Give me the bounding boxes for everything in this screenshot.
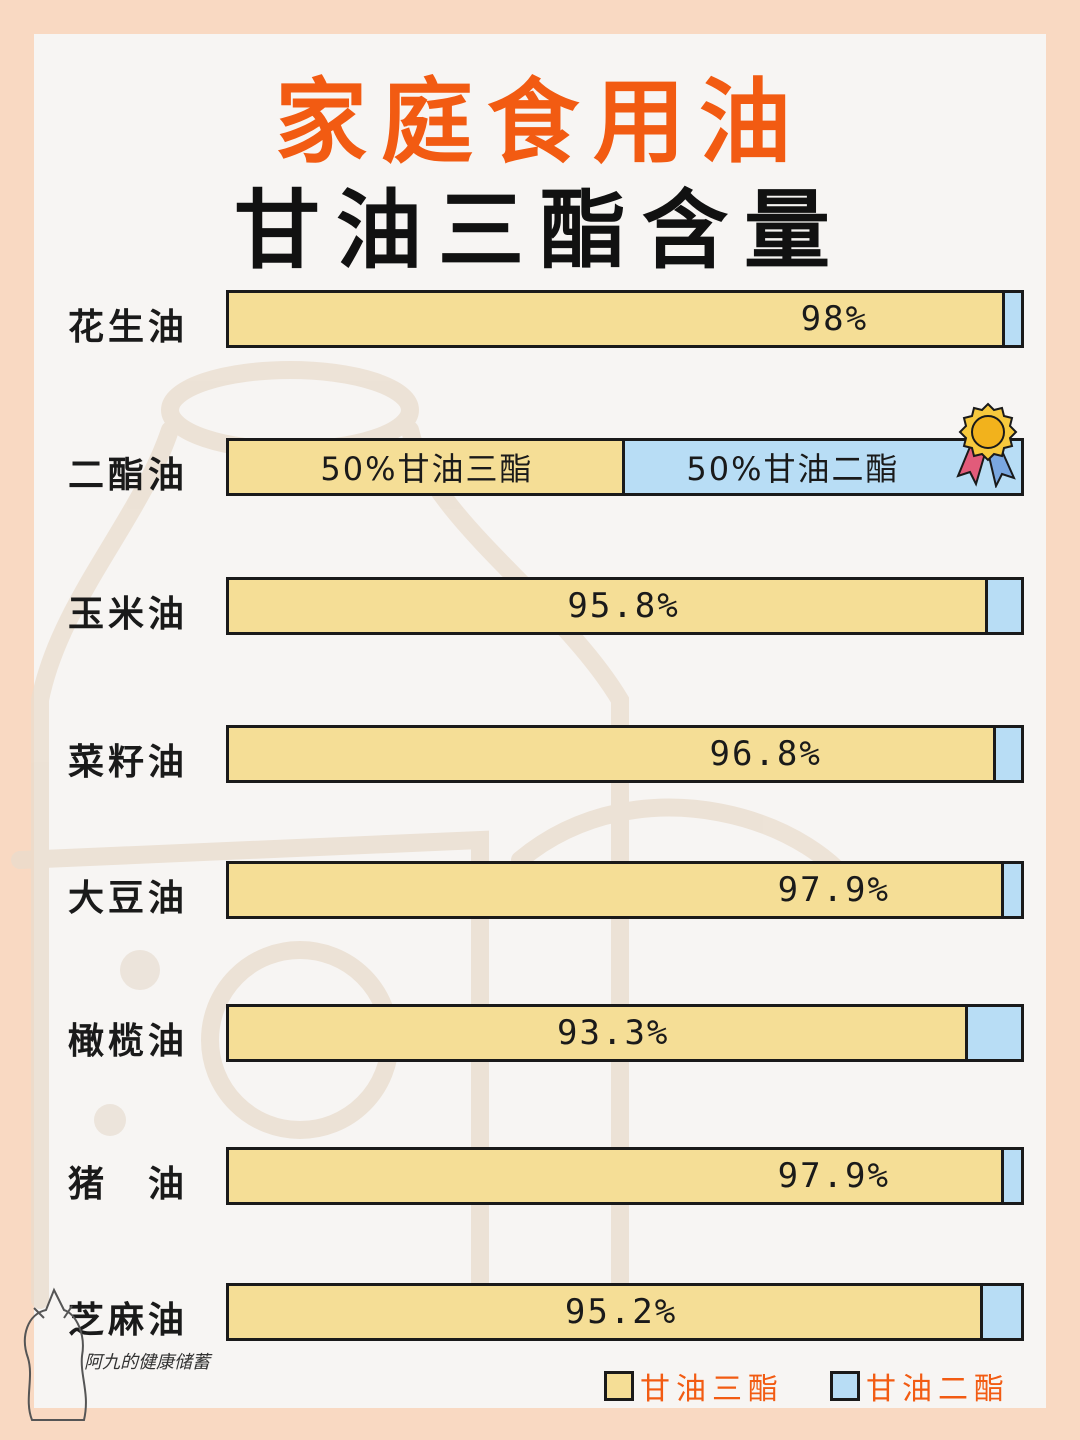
legend-label-triglyceride: 甘油三酯 — [640, 1372, 784, 1407]
category-label: 大豆油 — [68, 878, 189, 919]
bar-segment-triglyceride — [229, 1007, 968, 1059]
data-label: 95.2% — [564, 1292, 678, 1332]
bar-segment-diglyceride — [968, 1007, 1021, 1059]
bar-segment-triglyceride — [229, 1286, 983, 1338]
legend-swatch-diglyceride — [830, 1371, 860, 1401]
data-label: 95.8% — [567, 586, 680, 626]
stacked-bar: 95.8% — [226, 577, 1024, 635]
legend-label-diglyceride: 甘油二酯 — [866, 1372, 1010, 1407]
data-label: 98% — [800, 299, 869, 339]
bar-segment-triglyceride — [229, 580, 988, 632]
bar-segment-triglyceride — [229, 441, 625, 493]
data-label: 93.3% — [557, 1013, 670, 1053]
legend-item-triglyceride: 甘油三酯 — [604, 1368, 784, 1407]
category-label: 二酯油 — [68, 455, 189, 496]
data-label: 50%甘油三酯 — [320, 450, 534, 488]
stacked-bar: 97.9% — [226, 1147, 1024, 1205]
bar-segment-triglyceride — [229, 864, 1005, 916]
data-label: 97.9% — [777, 1156, 890, 1196]
bar-segment-diglyceride — [1004, 864, 1021, 916]
data-label-secondary: 50%甘油二酯 — [686, 450, 900, 488]
chart-subtitle: 甘油三酯含量 — [234, 181, 846, 281]
bar-segment-diglyceride — [1004, 1150, 1021, 1202]
bar-segment-diglyceride — [983, 1286, 1021, 1338]
stacked-bar: 98% — [226, 290, 1024, 348]
stacked-bar: 50%甘油三酯 50%甘油二酯 — [226, 438, 1024, 496]
legend-item-diglyceride: 甘油二酯 — [830, 1368, 1010, 1407]
bar-segment-diglyceride — [988, 580, 1021, 632]
category-label: 花生油 — [68, 307, 189, 348]
data-label: 97.9% — [777, 870, 890, 910]
bar-segment-triglyceride — [229, 728, 996, 780]
data-label: 96.8% — [709, 734, 822, 774]
category-label: 橄榄油 — [68, 1021, 189, 1062]
legend-swatch-triglyceride — [604, 1371, 634, 1401]
signature-text: 阿九的健康储蓄 — [84, 1352, 210, 1373]
bar-segment-triglyceride — [229, 293, 1006, 345]
stacked-bar: 96.8% — [226, 725, 1024, 783]
cat-outline-icon — [23, 1287, 87, 1421]
category-label: 猪 油 — [68, 1164, 189, 1205]
category-label: 菜籽油 — [68, 742, 189, 783]
stacked-bar: 93.3% — [226, 1004, 1024, 1062]
stacked-bar: 97.9% — [226, 861, 1024, 919]
bar-segment-diglyceride — [996, 728, 1021, 780]
chart-title: 家庭食用油 — [274, 69, 805, 176]
bar-segment-triglyceride — [229, 1150, 1005, 1202]
category-label: 芝麻油 — [68, 1300, 189, 1341]
award-ribbon-icon — [956, 402, 1018, 488]
bar-segment-diglyceride — [1005, 293, 1021, 345]
category-label: 玉米油 — [68, 594, 189, 635]
stacked-bar: 95.2% — [226, 1283, 1024, 1341]
